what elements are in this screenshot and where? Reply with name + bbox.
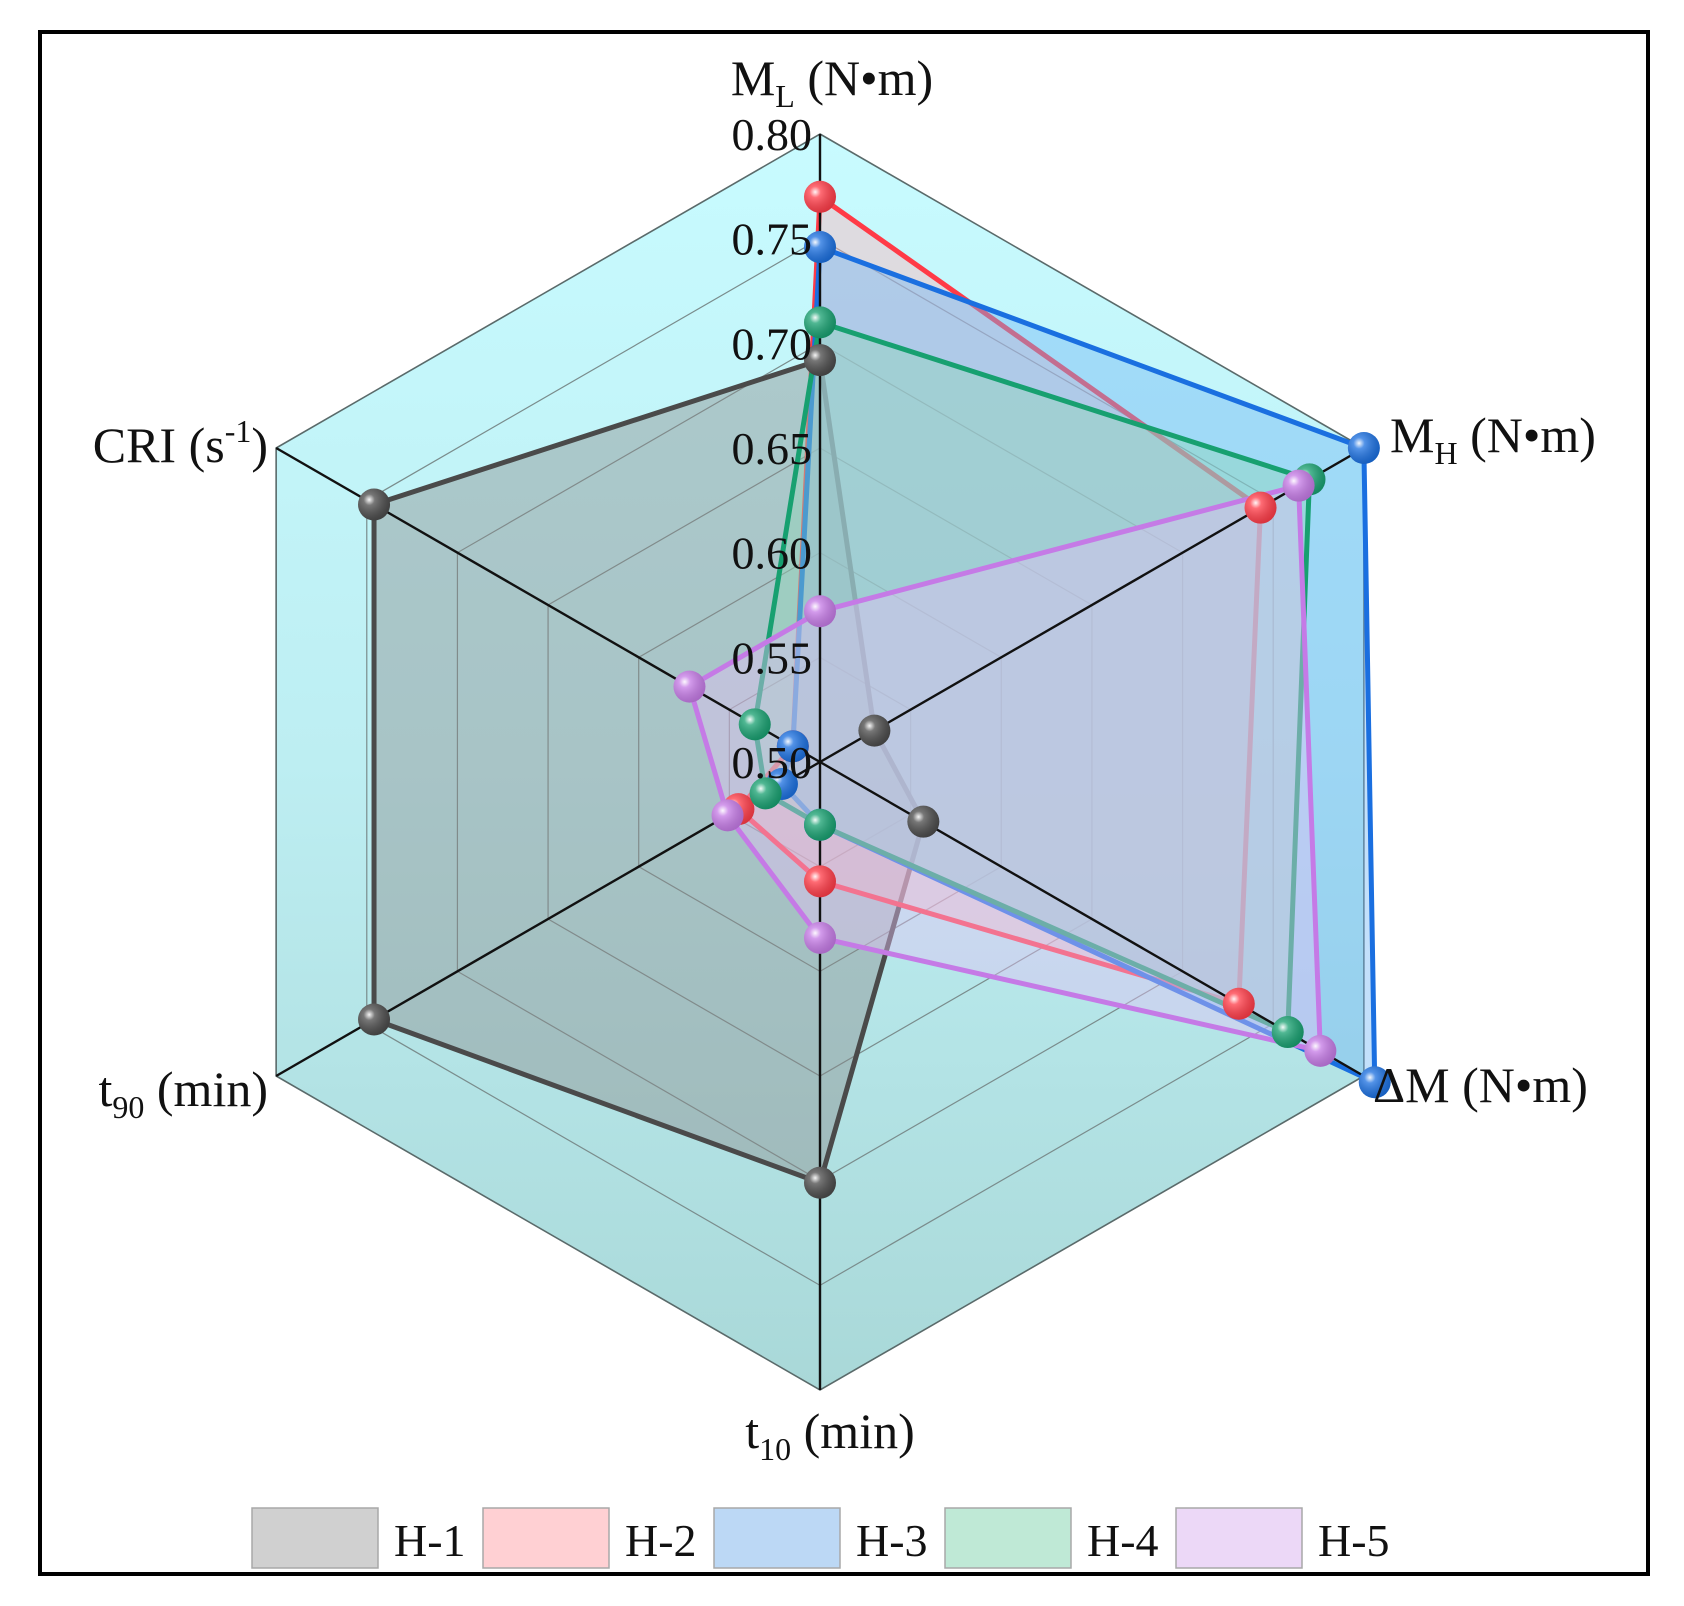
data-point-highlight	[711, 799, 744, 832]
radial-tick-labels: 0.50 0.55 0.60 0.65 0.70 0.75 0.80	[732, 109, 813, 788]
data-point-highlight	[749, 777, 782, 810]
radial-tick-label: 0.60	[732, 528, 813, 579]
legend-swatch-h-3	[713, 1507, 841, 1569]
radar-points	[358, 180, 1391, 1199]
data-point-highlight	[804, 865, 836, 898]
data-point-highlight	[907, 805, 940, 838]
data-point-highlight	[804, 921, 836, 954]
legend-label: H-4	[1087, 1515, 1159, 1566]
axis-label: ML (N•m)	[731, 50, 933, 114]
axis-label: MH (N•m)	[1390, 407, 1596, 471]
radar-series	[371, 194, 1378, 1186]
legend-label: H-1	[394, 1515, 466, 1566]
radial-tick-label: 0.65	[732, 423, 813, 474]
radial-tick-label: 0.55	[732, 632, 813, 683]
data-point-highlight	[738, 708, 771, 741]
data-point-highlight	[1358, 1066, 1391, 1099]
data-point-highlight	[858, 714, 891, 747]
data-point-highlight	[1282, 469, 1315, 502]
data-point-highlight	[804, 344, 836, 377]
axis-label: t90 (min)	[99, 1061, 269, 1125]
legend: H-1 H-2 H-3 H-4 H-5	[251, 1507, 1390, 1569]
data-point-highlight	[1222, 987, 1255, 1020]
legend-label: H-5	[1318, 1515, 1390, 1566]
data-point-highlight	[804, 180, 836, 213]
data-point-highlight	[358, 488, 391, 521]
data-point-highlight	[1271, 1016, 1304, 1049]
data-point-highlight	[776, 730, 809, 763]
data-point-highlight	[1347, 432, 1380, 464]
axis-label: t10 (min)	[745, 1403, 915, 1467]
axis-labels: ML (N•m) MH (N•m) ΔM (N•m) t10 (min) t90 (mi…	[93, 50, 1596, 1467]
axis-label: CRI (s-1)	[93, 413, 268, 473]
legend-swatch-h-4	[944, 1507, 1072, 1569]
data-point-highlight	[673, 670, 706, 703]
data-point-highlight	[1304, 1034, 1337, 1067]
legend-swatch-h-1	[251, 1507, 379, 1569]
legend-label: H-2	[625, 1515, 697, 1566]
radial-tick-label: 0.50	[732, 737, 813, 788]
data-point-highlight	[1244, 491, 1277, 524]
legend-swatch-h-5	[1175, 1507, 1303, 1569]
radial-tick-label: 0.75	[732, 214, 813, 265]
axis-label: ΔM (N•m)	[1373, 1057, 1588, 1113]
radial-tick-label: 0.80	[732, 109, 813, 160]
data-point-highlight	[804, 595, 836, 628]
legend-label: H-3	[856, 1515, 928, 1566]
data-point-highlight	[358, 1003, 391, 1036]
legend-swatch-h-2	[482, 1507, 610, 1569]
radial-tick-label: 0.70	[732, 318, 813, 369]
data-point-highlight	[804, 1166, 836, 1199]
data-point-highlight	[804, 808, 836, 841]
data-point-highlight	[804, 231, 836, 264]
data-point-highlight	[804, 306, 836, 339]
